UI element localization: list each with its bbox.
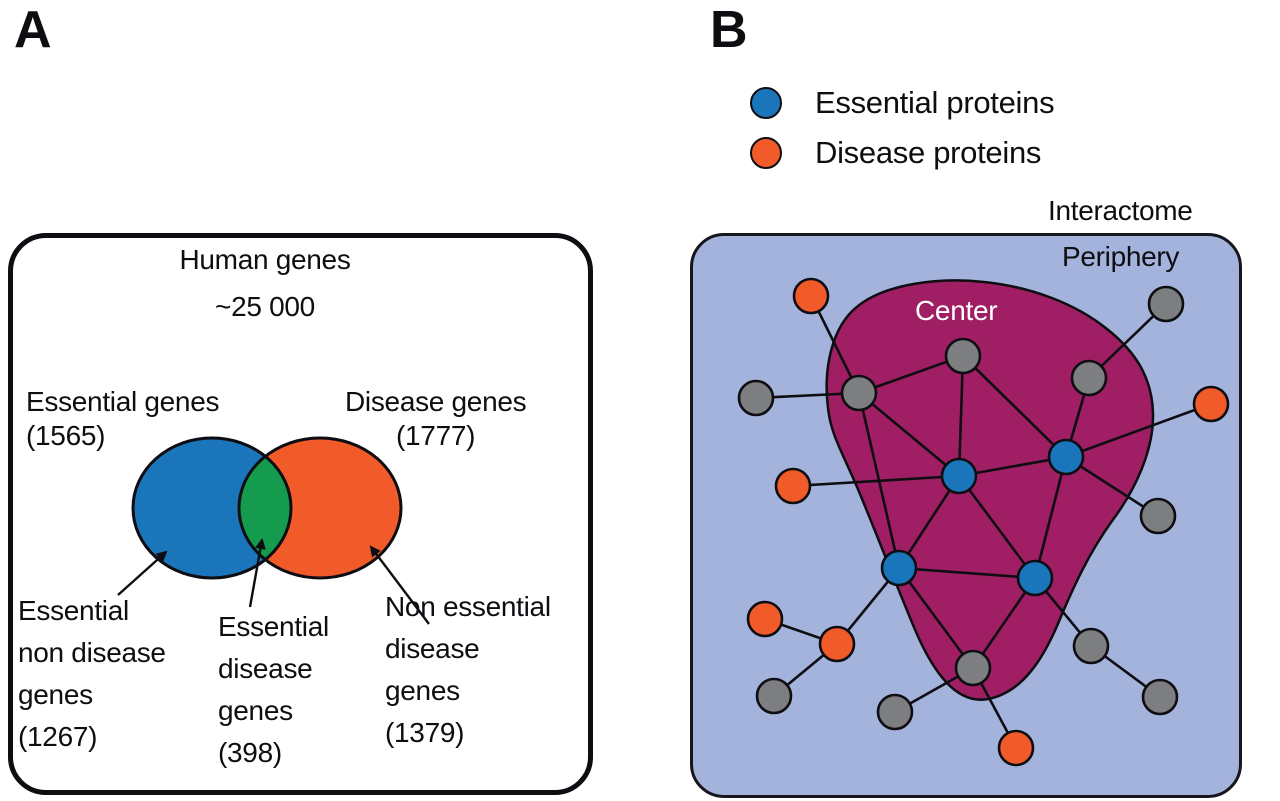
annotation-line: disease <box>218 653 313 684</box>
universe-title-line2: ~25 000 <box>215 291 315 322</box>
annotation-line: non disease <box>18 637 166 668</box>
disease-set-count: (1777) <box>396 420 476 451</box>
annotation-line: genes <box>218 695 293 726</box>
essential-only-annotation: Essential non disease genes (1267) <box>18 590 166 758</box>
disease-set-name: Disease genes <box>345 386 527 417</box>
annotation-line: (1267) <box>18 721 98 752</box>
annotation-line: Non essential <box>385 591 551 622</box>
periphery-label: Periphery <box>1062 241 1180 272</box>
universe-title-line1: Human genes <box>179 244 351 275</box>
panel-b-label: B <box>710 1 748 59</box>
annotation-line: genes <box>18 679 93 710</box>
essential-set-name: Essential genes <box>26 386 220 417</box>
interactome-label: Interactome <box>1048 195 1193 226</box>
annotation-line: (1379) <box>385 717 465 748</box>
annotation-line: genes <box>385 675 460 706</box>
disease-only-annotation: Non essential disease genes (1379) <box>385 586 551 754</box>
center-label: Center <box>915 295 998 326</box>
panel-a-label: A <box>14 1 52 59</box>
disease-proteins-swatch-icon <box>750 137 782 169</box>
essential-proteins-legend-label: Essential proteins <box>815 85 1055 120</box>
essential-proteins-swatch-icon <box>750 87 782 119</box>
overlap-annotation: Essential disease genes (398) <box>218 606 329 774</box>
annotation-line: (398) <box>218 737 282 768</box>
annotation-line: Essential <box>218 611 329 642</box>
annotation-line: Essential <box>18 595 129 626</box>
disease-proteins-legend-label: Disease proteins <box>815 135 1042 170</box>
essential-set-count: (1565) <box>26 420 106 451</box>
annotation-line: disease <box>385 633 480 664</box>
